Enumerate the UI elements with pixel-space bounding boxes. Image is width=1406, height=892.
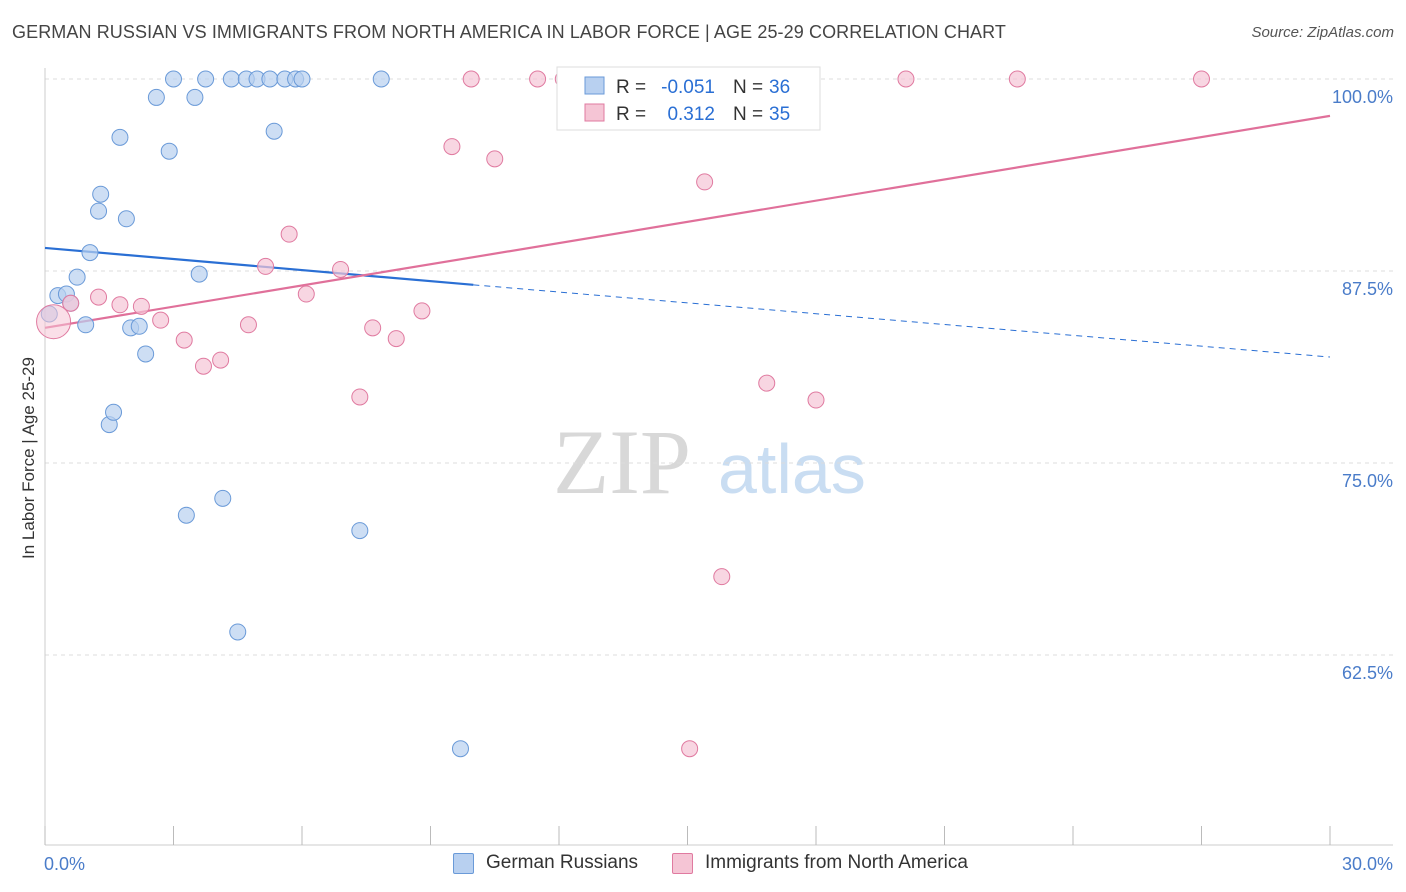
point-german-russians-16: [147, 88, 165, 106]
point-german-russians-22: [197, 70, 215, 88]
legend-n-value-1: 36: [769, 77, 790, 98]
point-immigrants-34: [62, 294, 80, 312]
y-tick-label-3: 62.5%: [1342, 663, 1393, 683]
stats-legend: R = -0.051 N = 36 R = 0.312 N = 35: [556, 66, 821, 131]
legend-r-label-2: R =: [616, 104, 646, 125]
point-immigrants-1: [90, 288, 108, 306]
point-immigrants-20: [529, 70, 547, 88]
legend-item-german-russians: German Russians: [453, 852, 638, 874]
y-axis-title: In Labor Force | Age 25-29: [19, 357, 38, 559]
point-german-russians-12: [117, 210, 135, 228]
point-immigrants-13: [351, 388, 369, 406]
point-german-russians-10: [105, 403, 123, 421]
point-immigrants-18: [462, 70, 480, 88]
y-tick-labels: 100.0% 87.5% 75.0% 62.5%: [1332, 87, 1393, 683]
point-german-russians-32: [293, 70, 311, 88]
point-immigrants-25: [696, 173, 714, 191]
point-immigrants-26: [713, 568, 731, 586]
point-immigrants-31: [897, 70, 915, 88]
legend-swatch-german-russians: [453, 852, 474, 874]
legend-r-value-1: -0.051: [661, 77, 715, 98]
point-immigrants-29: [758, 374, 776, 392]
point-immigrants-33: [1193, 70, 1210, 88]
x-tick-label-min: 0.0%: [44, 854, 85, 874]
legend-label-german-russians: German Russians: [486, 852, 639, 873]
point-immigrants-15: [387, 330, 405, 348]
watermark-zip: ZIP: [553, 411, 691, 513]
point-immigrants-11: [297, 285, 315, 303]
legend-n-value-2: 35: [769, 104, 790, 125]
x-tick-label-max: 30.0%: [1342, 854, 1393, 874]
trend-line-immigrants: [44, 114, 1331, 329]
point-german-russians-6: [81, 244, 99, 262]
point-immigrants-30: [807, 391, 825, 409]
legend-item-immigrants: Immigrants from North America: [672, 852, 968, 874]
point-german-russians-19: [177, 506, 195, 524]
gridlines: [45, 78, 1393, 656]
point-german-russians-20: [186, 88, 204, 106]
point-german-russians-35: [451, 740, 469, 758]
series-legend: German Russians Immigrants from North Am…: [0, 850, 1406, 880]
y-tick-label-2: 75.0%: [1342, 471, 1393, 491]
chart-title: GERMAN RUSSIAN VS IMMIGRANTS FROM NORTH …: [12, 22, 1007, 42]
point-german-russians-24: [222, 70, 240, 88]
point-immigrants-5: [175, 331, 193, 349]
point-immigrants-16: [413, 302, 431, 320]
point-german-russians-7: [90, 202, 108, 220]
point-immigrants-10: [280, 225, 298, 243]
point-german-russians-5: [77, 316, 95, 334]
point-german-russians-21: [190, 265, 208, 283]
point-german-russians-29: [265, 122, 283, 140]
point-german-russians-4: [68, 268, 86, 286]
point-german-russians-18: [165, 70, 182, 88]
y-tick-label-1: 87.5%: [1342, 279, 1393, 299]
point-immigrants-17: [443, 138, 461, 156]
point-immigrants-14: [364, 319, 382, 337]
point-german-russians-28: [261, 70, 279, 88]
legend-swatch-immigrants: [672, 852, 693, 874]
point-immigrants-24: [681, 740, 699, 758]
point-immigrants-4: [152, 311, 170, 329]
legend-n-label-2: N =: [733, 104, 763, 125]
point-immigrants-19: [486, 150, 504, 168]
point-german-russians-34: [372, 70, 390, 88]
y-tick-label-0: 100.0%: [1332, 87, 1393, 107]
point-immigrants-8: [239, 316, 257, 334]
legend-swatch-blue: [584, 76, 605, 95]
point-immigrants-2: [111, 296, 129, 314]
point-immigrants-9: [257, 257, 275, 275]
point-german-russians-15: [137, 345, 155, 363]
legend-label-immigrants: Immigrants from North America: [705, 852, 968, 873]
legend-r-value-2: 0.312: [667, 104, 715, 125]
point-german-russians-8: [92, 185, 110, 203]
point-immigrants-6: [194, 357, 212, 375]
watermark-atlas: atlas: [718, 430, 866, 508]
trend-lines: [44, 114, 1331, 358]
point-immigrants-12: [332, 260, 350, 278]
trend-line-german-russians-extension: [473, 284, 1331, 358]
point-german-russians-23: [214, 489, 232, 507]
point-immigrants-32: [1008, 70, 1026, 88]
legend-r-label-1: R =: [616, 77, 646, 98]
axes: [44, 68, 1393, 846]
point-immigrants-3: [132, 297, 150, 315]
point-immigrants-0: [36, 304, 72, 340]
point-german-russians-33: [351, 522, 369, 540]
legend-n-label-1: N =: [733, 77, 763, 98]
legend-swatch-pink: [584, 103, 605, 122]
point-german-russians-17: [160, 142, 178, 160]
point-german-russians-11: [111, 128, 129, 146]
point-german-russians-14: [130, 317, 148, 335]
point-german-russians-25: [229, 623, 247, 641]
source-credit: Source: ZipAtlas.com: [1251, 24, 1394, 41]
point-immigrants-7: [212, 351, 230, 369]
